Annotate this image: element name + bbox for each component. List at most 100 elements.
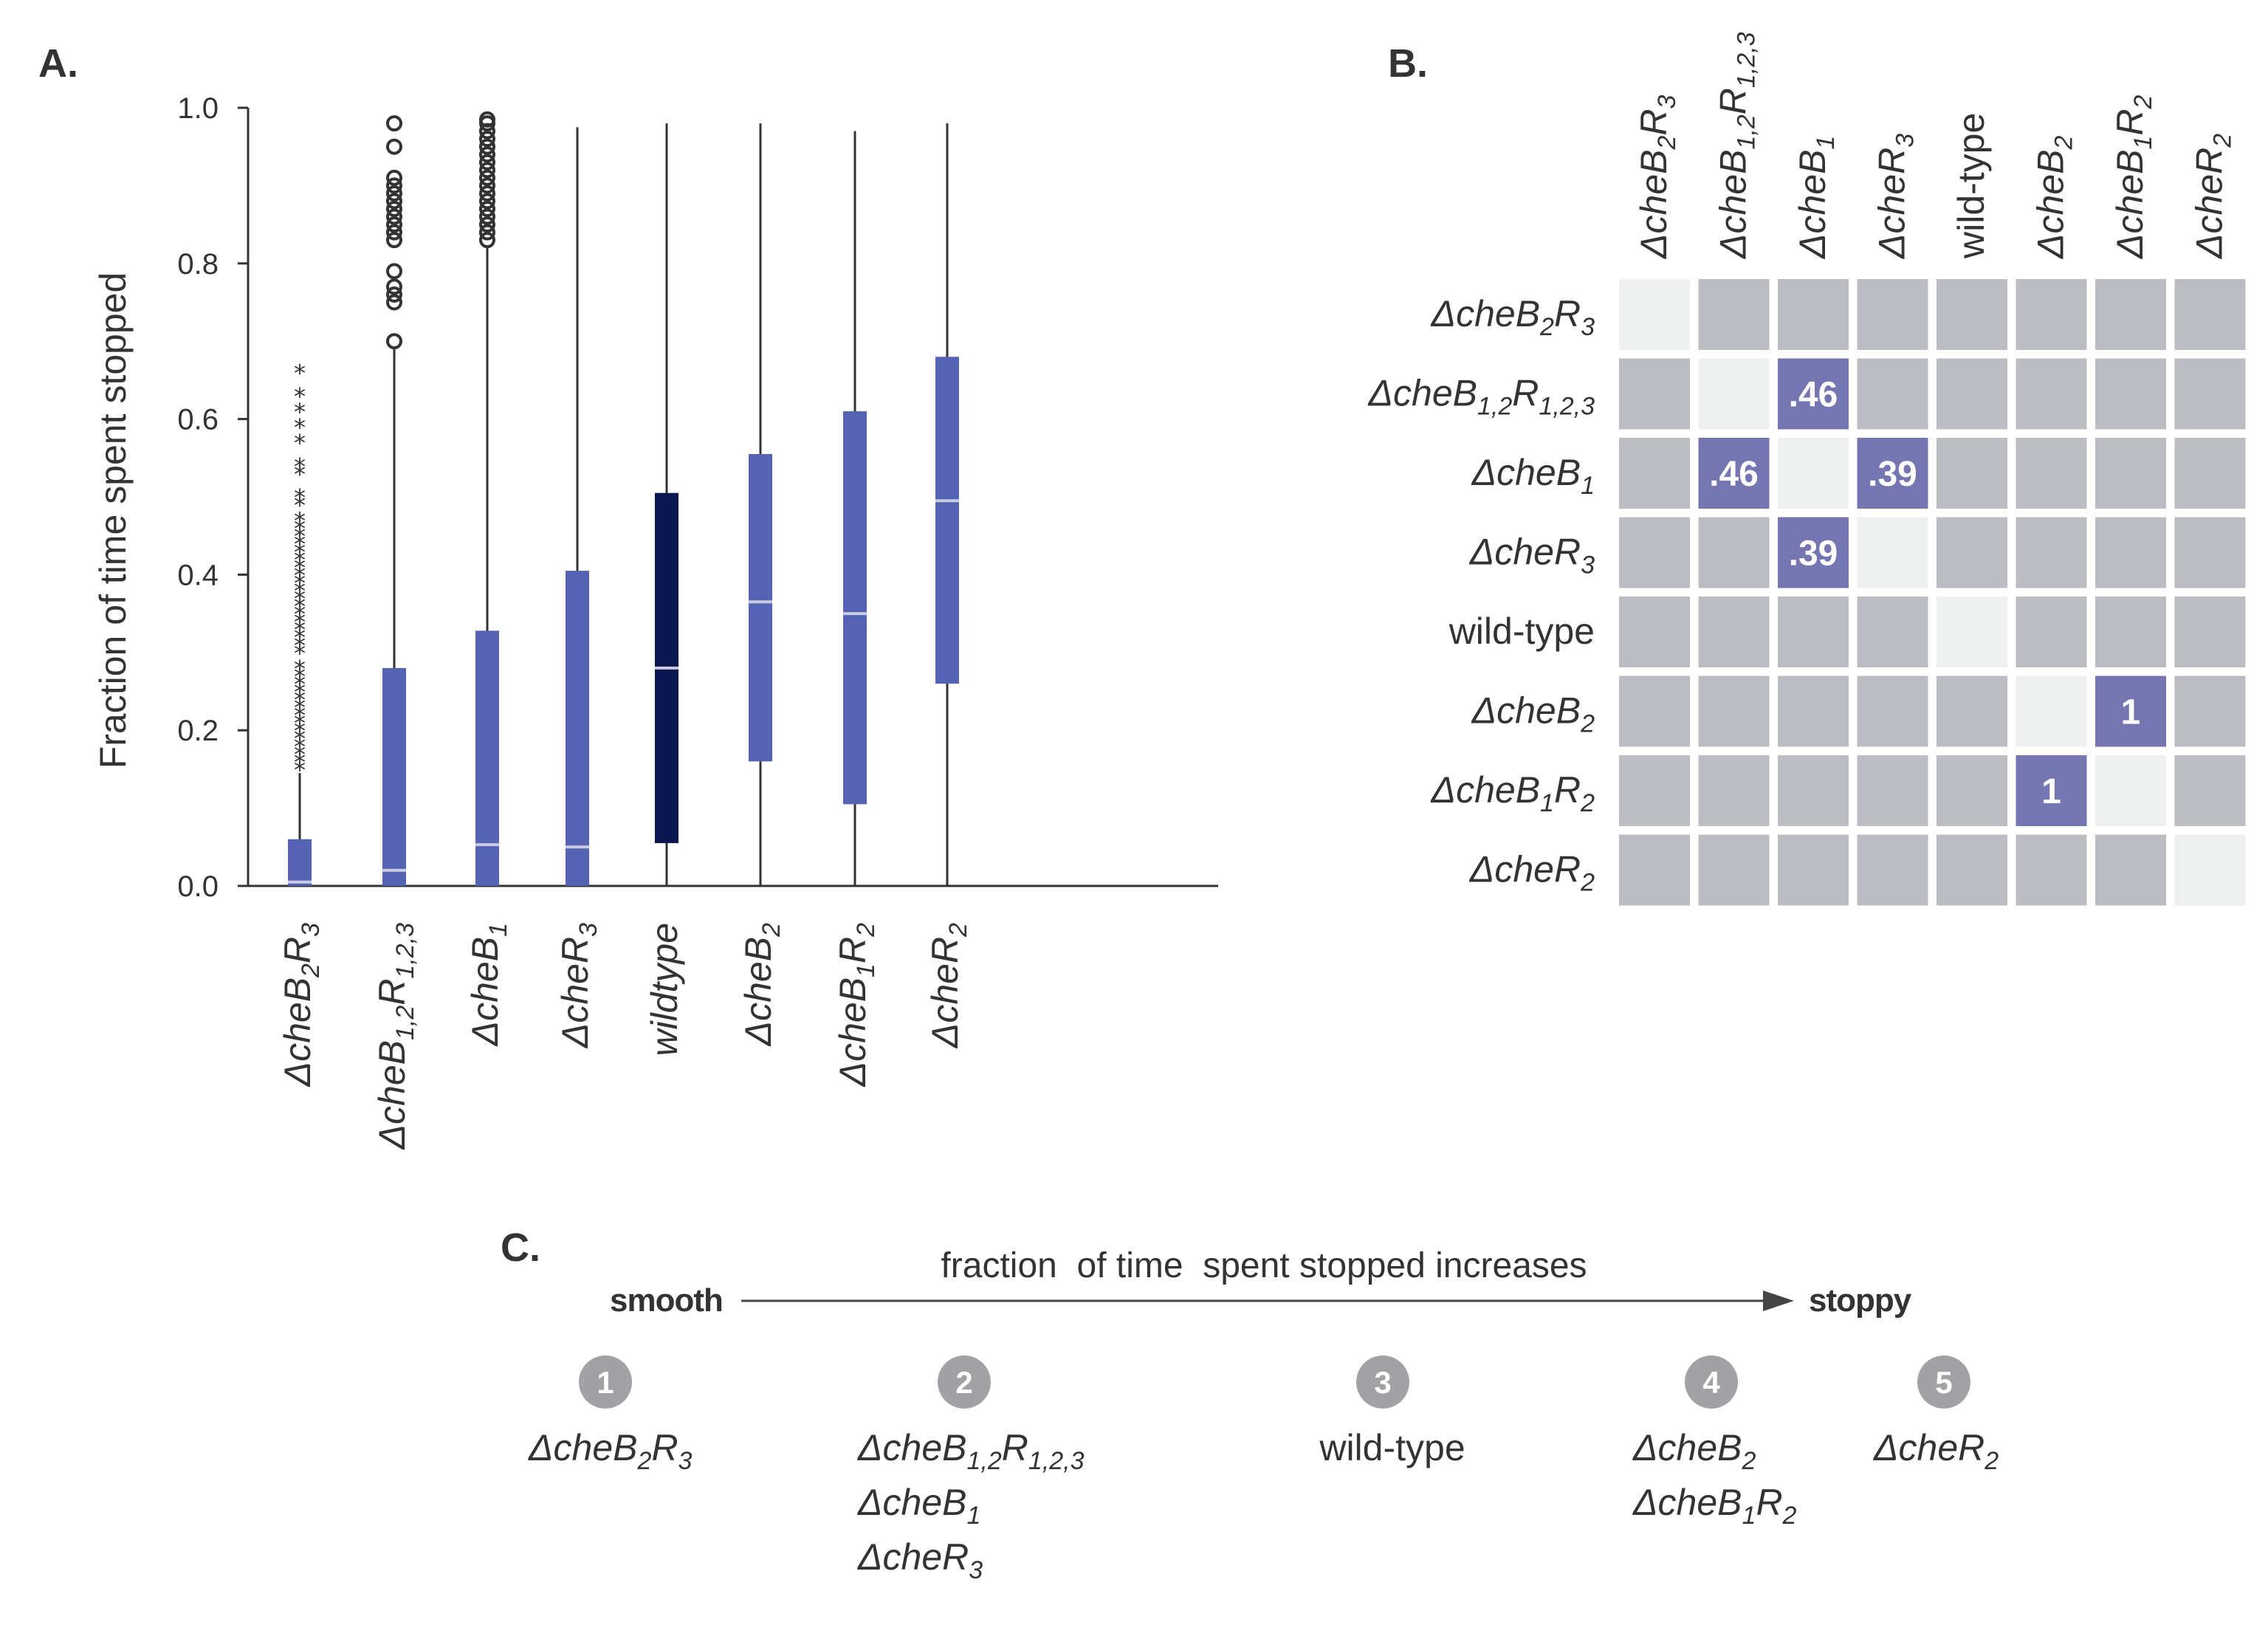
row-label: ΔcheB2 <box>1471 690 1595 738</box>
outlier-star: * <box>294 460 306 488</box>
row-label: ΔcheB2R3 <box>1431 293 1595 341</box>
rank-strain: ΔcheB1 <box>857 1482 980 1530</box>
box-3 <box>566 127 589 886</box>
box-iqr <box>843 411 867 805</box>
outlier-circle <box>479 224 495 241</box>
arrow-caption: fraction of time spent stopped increases <box>941 1246 1587 1285</box>
heatmap-cell <box>1698 597 1770 667</box>
outlier-circle <box>386 333 402 350</box>
cell-value: 1 <box>2121 693 2141 732</box>
box-plot: Fraction of time spent stopped 0.0 0.2 0.4… <box>92 92 1218 1150</box>
outlier-star: * <box>294 655 306 683</box>
outlier-star: * <box>294 515 306 543</box>
heatmap-cell <box>2174 438 2246 509</box>
heatmap-cell <box>1778 597 1849 667</box>
rank-circle <box>1685 1355 1738 1409</box>
heatmap-cell <box>1937 438 2007 509</box>
cell-value: .39 <box>1789 535 1838 574</box>
heatmap-cell <box>1937 676 2007 747</box>
rank-circle <box>1917 1355 1970 1409</box>
heatmap-cell <box>1619 358 1690 430</box>
heatmap-cell <box>1698 438 1770 509</box>
outlier-circle <box>386 185 402 202</box>
heatmap-cell <box>1698 279 1770 350</box>
outlier-star: * <box>294 554 306 582</box>
rank-number: 1 <box>597 1365 614 1400</box>
heatmap-cell <box>1698 676 1770 747</box>
cell-value: 1 <box>2041 772 2061 811</box>
rank-strain: wild-type <box>1319 1427 1465 1468</box>
x-tick-label: ΔcheB2 <box>738 923 786 1047</box>
heatmap-cell <box>1778 358 1849 430</box>
outlier-star: * <box>294 453 306 481</box>
outlier-star: * <box>294 593 306 621</box>
y-tick-label: 0.2 <box>177 715 219 747</box>
heatmap-row-labels: ΔcheB2R3 ΔcheB1,2R1,2,3 ΔcheB1 ΔcheR3 wild-t… <box>1367 293 1595 897</box>
y-tick-label: 0.6 <box>177 404 219 436</box>
heatmap-cell <box>1619 597 1690 667</box>
box-1 <box>382 348 406 886</box>
rank-strain: ΔcheB1,2R1,2,3 <box>857 1427 1085 1475</box>
rank-strain: ΔcheB2 <box>1632 1427 1756 1475</box>
row-label: ΔcheB1 <box>1471 452 1595 500</box>
heatmap-cell <box>1937 755 2007 826</box>
outlier-circle <box>479 216 495 233</box>
cell-value: .46 <box>1789 376 1838 415</box>
rank-number: 3 <box>1374 1365 1391 1400</box>
rank-strain: ΔcheB1R2 <box>1632 1482 1797 1530</box>
outlier-circle <box>479 138 495 155</box>
heatmap-cell <box>2174 597 2246 667</box>
outlier-star: * <box>294 740 306 769</box>
rank-group-3: 3 wild-type <box>1319 1355 1465 1468</box>
heatmap-cell <box>1857 834 1928 906</box>
rank-circle <box>938 1355 991 1409</box>
box-iqr <box>935 357 959 684</box>
heatmap-cell <box>1857 755 1928 826</box>
rank-circle <box>1356 1355 1409 1409</box>
heatmap-cell <box>2016 755 2087 826</box>
outlier-star: * <box>294 600 306 628</box>
outlier-circle <box>386 193 402 210</box>
outlier-star: * <box>294 717 306 745</box>
outlier-star: * <box>294 639 306 667</box>
outlier-star: * <box>294 569 306 597</box>
box-6 <box>843 131 867 886</box>
column-label: ΔcheB1 <box>1792 136 1840 259</box>
heatmap-cell <box>2095 438 2166 509</box>
outlier-star: * <box>294 359 306 387</box>
x-tick-label: ΔcheB1 <box>464 923 512 1046</box>
heatmap-cell <box>2016 358 2087 430</box>
x-tick-label: ΔcheR2 <box>924 923 972 1048</box>
outlier-circle <box>386 201 402 218</box>
heatmap-cell <box>2174 834 2246 906</box>
row-label: wild-type <box>1449 611 1595 652</box>
outlier-circle <box>386 263 402 280</box>
heatmap-cell <box>1778 676 1849 747</box>
y-tick-label: 0.8 <box>177 248 219 281</box>
heatmap-cell <box>2174 676 2246 747</box>
heatmap-column-labels: ΔcheB2R3 ΔcheB1,2R1,2,3 ΔcheB1 ΔcheR3 wild-t… <box>1633 32 2237 259</box>
heatmap-cell <box>1937 834 2007 906</box>
cell-value: .46 <box>1709 455 1759 494</box>
outlier-circle <box>479 154 495 171</box>
outlier-star: * <box>294 507 306 535</box>
box-0 <box>288 773 312 886</box>
ordering-diagram: smooth stoppy fraction of time spent sto… <box>528 1246 1999 1584</box>
heatmap-cell <box>1778 279 1849 350</box>
outlier-circle <box>479 201 495 218</box>
heatmap-cell <box>2174 755 2246 826</box>
box-5 <box>749 123 772 886</box>
outlier-star: * <box>294 398 306 426</box>
outlier-circle <box>386 278 402 295</box>
outlier-circle <box>386 294 402 311</box>
heatmap-cell <box>1698 755 1770 826</box>
outlier-star: * <box>294 523 306 551</box>
outlier-circle <box>386 208 402 225</box>
heatmap-cell <box>1619 755 1690 826</box>
box-iqr <box>288 839 312 886</box>
outlier-star: * <box>294 382 306 410</box>
heatmap-cell <box>2174 279 2246 350</box>
outlier-circle <box>386 224 402 241</box>
heatmap-cell <box>1857 358 1928 430</box>
